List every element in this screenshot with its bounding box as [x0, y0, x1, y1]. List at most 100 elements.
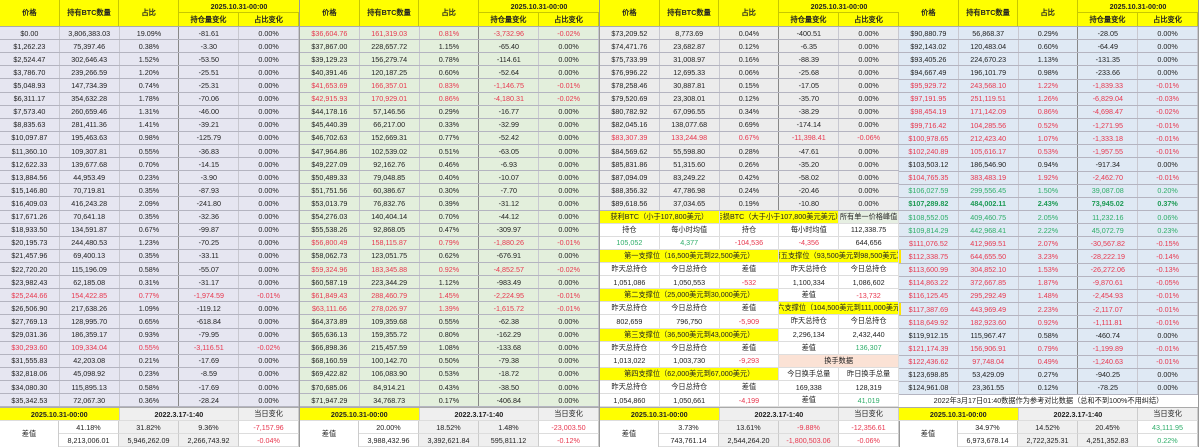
cell[interactable]: 0.52% [1019, 118, 1079, 132]
cell[interactable]: 1.50% [1019, 184, 1079, 197]
cell[interactable]: $39,129.23 [300, 53, 360, 66]
cell[interactable]: 409,460.75 [959, 210, 1019, 224]
cell[interactable]: $79,520.69 [600, 92, 660, 105]
cell[interactable]: 120,483.04 [959, 40, 1019, 53]
cell[interactable]: 0.00% [1138, 66, 1198, 79]
cell[interactable]: 44,953.49 [60, 171, 120, 184]
cell[interactable]: 92,162.76 [360, 158, 420, 171]
cell[interactable]: -131.35 [1078, 53, 1139, 66]
table-row[interactable]: $66,898.36 215,457.59 1.08% -133.68 0.00% [300, 341, 599, 355]
table-row[interactable]: $89,618.56 37,034.65 0.19% -10.80 0.00% [600, 197, 899, 211]
cell[interactable]: -20.46 [779, 184, 840, 197]
cell[interactable]: $49,227.09 [300, 158, 360, 171]
cell[interactable]: $66,898.36 [300, 341, 360, 354]
cell[interactable]: -162.29 [479, 328, 540, 341]
table-row[interactable]: $22,720.20 115,196.09 0.58% -55.07 0.00% [0, 262, 299, 277]
cell[interactable]: 0.00% [239, 144, 299, 158]
cell[interactable]: 0.16% [720, 53, 780, 66]
cell[interactable]: 0.00% [839, 92, 899, 105]
cell[interactable]: $124,961.08 [899, 381, 959, 394]
cell[interactable]: $118,649.92 [899, 316, 959, 329]
cell[interactable]: $16,409.03 [0, 197, 60, 210]
cell[interactable]: 0.23% [120, 171, 180, 184]
cell[interactable]: 183,345.88 [360, 262, 420, 276]
cell[interactable]: 42,203.08 [60, 354, 120, 367]
table-row[interactable]: $41,653.69 166,357.01 0.83% -1,146.75 -0.01% [300, 79, 599, 93]
cell[interactable]: 443,969.49 [959, 302, 1019, 316]
table-row[interactable]: $42,915.93 170,929.01 0.86% -4,180.31 -0.02% [300, 92, 599, 106]
table-row[interactable]: $44,178.16 57,146.56 0.29% -16.77 0.00% [300, 105, 599, 119]
cell[interactable]: 295,292.49 [959, 289, 1019, 302]
table-row[interactable]: $63,111.66 278,026.97 1.39% -1,615.72 -0.01% [300, 302, 599, 316]
cell[interactable]: 1.15% [420, 40, 480, 53]
table-row[interactable]: $11,360.10 109,307.81 0.55% -36.83 0.00% [0, 144, 299, 159]
cell[interactable]: 0.00% [239, 315, 299, 328]
cell[interactable]: -35.70 [779, 92, 840, 105]
cell[interactable]: $92,143.02 [899, 40, 959, 53]
table-row[interactable]: $49,227.09 92,162.76 0.46% -6.93 0.00% [300, 158, 599, 172]
cell[interactable]: 217,638.26 [60, 302, 120, 315]
cell[interactable]: 0.00% [839, 184, 899, 197]
cell[interactable]: 0.00% [539, 249, 599, 262]
table-row[interactable]: $84,569.62 55,598.80 0.28% -47.61 0.00% [600, 144, 899, 159]
cell[interactable]: 2.43% [1019, 197, 1079, 210]
cell[interactable]: -0.01% [539, 289, 599, 302]
cell[interactable]: 12,695.33 [660, 66, 720, 79]
table-row[interactable]: $27,769.13 128,995.70 0.65% -618.84 0.00% [0, 315, 299, 329]
cell[interactable]: -0.01% [1138, 118, 1198, 132]
table-row[interactable]: $122,436.62 97,748.04 0.49% -1,240.63 -0.01% [899, 355, 1198, 369]
cell[interactable]: $117,387.69 [899, 302, 959, 316]
cell[interactable]: -0.01% [1138, 145, 1198, 158]
cell[interactable]: 0.69% [720, 118, 780, 131]
cell[interactable]: -3.30 [179, 40, 240, 53]
table-row[interactable]: $97,191.95 251,119.51 1.26% -6,829.04 -0.03% [899, 92, 1198, 106]
cell[interactable]: 0.00% [239, 184, 299, 197]
cell[interactable]: -16.77 [479, 105, 540, 118]
cell[interactable]: 0.34% [720, 105, 780, 118]
cell[interactable]: -65.40 [479, 40, 540, 53]
cell[interactable]: 0.67% [120, 223, 180, 236]
cell[interactable]: 186,359.17 [60, 328, 120, 341]
cell[interactable]: 0.00% [539, 210, 599, 223]
cell[interactable]: 1.87% [1019, 276, 1079, 289]
table-row[interactable]: $21,457.96 69,400.13 0.35% -33.11 0.00% [0, 249, 299, 263]
cell[interactable]: $41,653.69 [300, 79, 360, 92]
table-row[interactable]: $109,814.29 442,968.41 2.22% 45,072.79 0.23% [899, 224, 1198, 238]
cell[interactable]: 0.60% [420, 66, 480, 79]
cell[interactable]: 1.26% [1019, 92, 1079, 105]
cell[interactable]: -31.12 [479, 197, 540, 210]
table-row[interactable]: $75,733.99 31,008.97 0.16% -88.39 0.00% [600, 53, 899, 67]
cell[interactable]: 75,397.46 [60, 40, 120, 53]
cell[interactable]: -1,240.63 [1078, 355, 1139, 368]
cell[interactable]: 156,279.74 [360, 53, 420, 66]
cell[interactable]: 0.47% [420, 223, 480, 236]
cell[interactable]: 0.53% [1019, 145, 1079, 158]
cell[interactable]: $13,884.56 [0, 171, 60, 184]
cell[interactable]: -917.34 [1078, 158, 1139, 171]
cell[interactable]: 0.00% [539, 53, 599, 66]
cell[interactable]: 0.98% [120, 131, 180, 144]
cell[interactable]: 0.00% [239, 262, 299, 276]
table-row[interactable]: $5,048.93 147,734.39 0.74% -25.31 0.00% [0, 79, 299, 93]
cell[interactable]: $64,373.89 [300, 315, 360, 328]
cell[interactable]: 0.00% [239, 249, 299, 262]
cell[interactable]: $11,360.10 [0, 144, 60, 158]
cell[interactable]: 0.00% [1138, 27, 1198, 40]
cell[interactable]: -28.24 [179, 394, 240, 407]
cell[interactable]: 8,773.69 [660, 27, 720, 40]
cell[interactable]: -309.97 [479, 223, 540, 236]
cell[interactable]: 56,868.37 [959, 27, 1019, 40]
cell[interactable]: -1,839.33 [1078, 79, 1139, 92]
cell[interactable]: -1,146.75 [479, 79, 540, 92]
cell[interactable]: 154,422.85 [60, 289, 120, 302]
cell[interactable]: -53.50 [179, 53, 240, 66]
cell[interactable]: -6.93 [479, 158, 540, 171]
cell[interactable]: -70.06 [179, 92, 240, 105]
cell[interactable]: 0.29% [1019, 27, 1079, 40]
cell[interactable]: 69,400.13 [60, 249, 120, 262]
cell[interactable]: -46.00 [179, 105, 240, 118]
cell[interactable]: -0.01% [1138, 355, 1198, 368]
cell[interactable]: 139,677.68 [60, 158, 120, 171]
cell[interactable]: 0.36% [120, 394, 180, 407]
cell[interactable]: $31,555.83 [0, 354, 60, 367]
